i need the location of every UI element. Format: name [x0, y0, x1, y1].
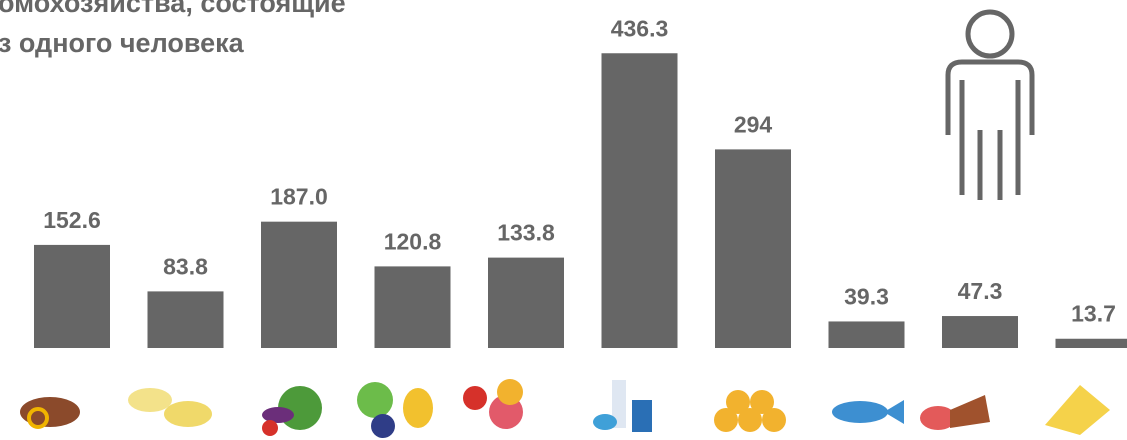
value-label: 120.8 — [384, 228, 442, 254]
value-label: 133.8 — [497, 220, 555, 246]
bar — [601, 53, 678, 348]
chart-title: омохозяйства, состоящие — [0, 0, 346, 18]
value-label: 436.3 — [611, 15, 669, 41]
value-label: 47.3 — [958, 278, 1003, 304]
bar — [1055, 338, 1127, 348]
chart-title: з одного человека — [0, 28, 245, 58]
value-label: 187.0 — [270, 184, 328, 210]
bar — [942, 316, 1018, 348]
bar — [147, 291, 224, 348]
bar — [261, 221, 337, 348]
bar — [828, 321, 905, 348]
value-label: 13.7 — [1071, 301, 1116, 327]
value-label: 39.3 — [844, 283, 889, 309]
bar — [715, 149, 791, 348]
value-label: 83.8 — [163, 253, 208, 279]
bar — [488, 257, 564, 348]
person-icon — [945, 9, 1035, 200]
food-icons — [20, 379, 1110, 438]
value-label: 152.6 — [43, 207, 101, 233]
bar — [374, 266, 451, 348]
bar — [34, 244, 110, 348]
value-label: 294 — [734, 111, 773, 137]
